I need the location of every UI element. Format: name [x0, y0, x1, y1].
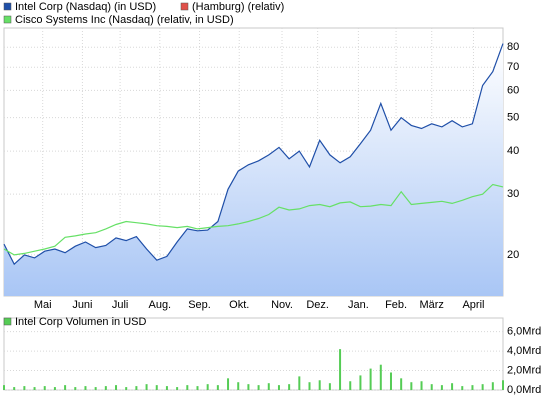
- legend-label: Intel Corp (Nasdaq) (in USD): [15, 1, 156, 13]
- y-tick-label: 50: [507, 112, 519, 124]
- series-line: [3, 183, 504, 256]
- y-tick-label: 2,0Mrd: [507, 364, 541, 376]
- y-tick-label: 70: [507, 61, 519, 73]
- volume-bar: [339, 349, 342, 390]
- volume-bar: [227, 378, 230, 390]
- x-tick-label: Juli: [112, 299, 129, 311]
- y-tick-label: 40: [507, 145, 519, 157]
- volume-bar: [471, 385, 474, 390]
- legend-swatch: [3, 317, 12, 326]
- x-tick-label: Okt.: [229, 299, 249, 311]
- volume-bar: [440, 385, 443, 390]
- y-tick-label: 4,0Mrd: [507, 345, 541, 357]
- legend-label: Intel Corp Volumen in USD: [15, 316, 147, 328]
- x-tick-label: Dez.: [306, 299, 329, 311]
- volume-bar: [277, 385, 280, 390]
- volume-bar: [53, 387, 56, 390]
- volume-bar: [379, 364, 382, 390]
- legend-swatch: [180, 2, 189, 11]
- series-line: [3, 43, 504, 266]
- volume-bar: [400, 378, 403, 390]
- volume-bar: [115, 385, 118, 390]
- volume-bar: [349, 381, 352, 390]
- volume-bar: [369, 368, 372, 390]
- volume-bar: [308, 382, 311, 390]
- volume-bar: [13, 387, 16, 390]
- x-tick-label: Jan.: [348, 299, 369, 311]
- volume-bar: [186, 385, 189, 390]
- volume-bar: [502, 380, 504, 390]
- volume-bar: [196, 386, 199, 390]
- volume-bar: [451, 383, 454, 390]
- volume-bar: [359, 375, 362, 390]
- y-tick-label: 80: [507, 41, 519, 53]
- legend-swatch: [3, 15, 12, 24]
- volume-bar: [3, 385, 5, 390]
- volume-bar: [237, 382, 240, 390]
- legend-swatch: [3, 2, 12, 11]
- volume-bar: [33, 387, 36, 390]
- volume-bar: [176, 387, 179, 390]
- volume-bar: [84, 386, 87, 390]
- volume-bar: [94, 387, 97, 390]
- area-fill: [4, 43, 503, 296]
- volume-bar: [135, 386, 138, 390]
- volume-bar: [64, 385, 67, 390]
- volume-bar: [125, 387, 128, 390]
- volume-bar: [481, 384, 484, 390]
- volume-bar: [145, 384, 148, 390]
- volume-bar: [43, 386, 46, 390]
- volume-bar: [257, 385, 260, 390]
- y-tick-label: 60: [507, 84, 519, 96]
- x-tick-label: Feb.: [385, 299, 407, 311]
- plot-frame: [3, 317, 504, 391]
- volume-bar: [420, 381, 423, 390]
- x-tick-label: Nov.: [271, 299, 293, 311]
- volume-bar: [104, 386, 107, 390]
- volume-bar: [430, 384, 433, 390]
- volume-bar: [155, 385, 158, 390]
- volume-bar: [389, 372, 392, 390]
- volume-bar: [216, 385, 219, 390]
- x-tick-label: Mai: [34, 299, 52, 311]
- x-tick-label: Sep.: [188, 299, 211, 311]
- y-tick-label: 20: [507, 249, 519, 261]
- y-tick-label: 6,0Mrd: [507, 326, 541, 338]
- legend-label: Cisco Systems Inc (Nasdaq) (relativ, in …: [15, 14, 234, 26]
- y-tick-label: 0,0Mrd: [507, 384, 541, 396]
- volume-bar: [328, 383, 331, 390]
- volume-bar: [318, 380, 321, 390]
- y-tick-label: 30: [507, 188, 519, 200]
- x-tick-label: März: [419, 299, 443, 311]
- volume-bar: [23, 386, 26, 390]
- volume-bar: [491, 382, 494, 390]
- volume-bar: [206, 384, 209, 390]
- volume-bar: [461, 386, 464, 390]
- volume-bar: [247, 384, 250, 390]
- volume-bar: [267, 383, 270, 390]
- legend-label: (Hamburg) (relativ): [192, 1, 284, 13]
- volume-bar: [298, 376, 301, 390]
- x-tick-label: April: [462, 299, 484, 311]
- x-tick-label: Aug.: [148, 299, 171, 311]
- volume-bar: [165, 386, 168, 390]
- volume-bar: [74, 387, 77, 390]
- volume-bar: [410, 382, 413, 390]
- x-tick-label: Juni: [72, 299, 92, 311]
- volume-bar: [288, 384, 291, 390]
